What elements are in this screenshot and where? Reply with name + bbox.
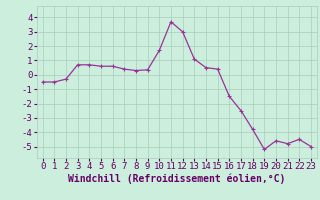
X-axis label: Windchill (Refroidissement éolien,°C): Windchill (Refroidissement éolien,°C)	[68, 174, 285, 184]
